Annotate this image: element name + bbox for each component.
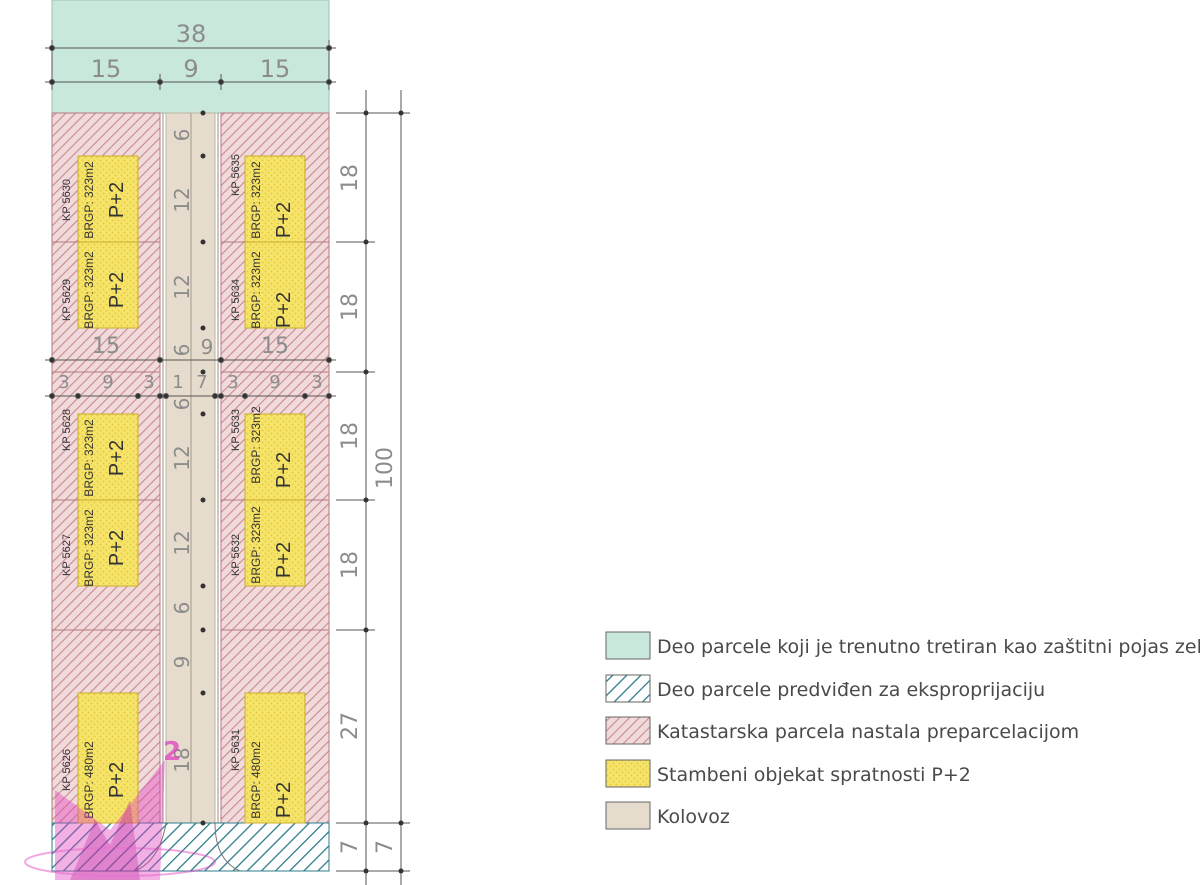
watermark-logo: 2 <box>24 737 216 880</box>
brgp-label: BRGP: 323m2 <box>249 506 263 584</box>
dim-mid-right-9: 9 <box>269 372 280 393</box>
building-left-2 <box>77 241 139 329</box>
floors-label: P+2 <box>106 530 128 566</box>
dim-right-6: 7 <box>338 840 363 854</box>
road-curve <box>214 822 241 872</box>
brgp-label: BRGP: 323m2 <box>82 251 96 329</box>
floors-label: P+2 <box>273 292 295 328</box>
brgp-label: BRGP: 323m2 <box>249 161 263 239</box>
brgp-label: BRGP: 323m2 <box>82 509 96 587</box>
building-right-5 <box>244 692 306 824</box>
building-left-4 <box>77 499 139 587</box>
floors-label: P+2 <box>106 440 128 476</box>
floors-label: P+2 <box>273 542 295 578</box>
road-dim-10: 9 <box>170 656 194 669</box>
kp-label: KP 5632 <box>230 534 242 576</box>
road-dim-3: 12 <box>170 274 194 299</box>
mid-dimensions <box>45 357 336 399</box>
legend-label-building: Stambeni objekat spratnosti P+2 <box>657 764 971 786</box>
dim-top-right: 15 <box>260 55 291 83</box>
legend-swatch-cadastral <box>605 716 651 745</box>
dim-mid-left-3a: 3 <box>58 372 69 393</box>
building-right-3 <box>244 413 306 501</box>
road-dim-9: 6 <box>170 602 194 615</box>
dim-right-3: 18 <box>338 422 363 450</box>
legend-swatch-building <box>605 759 651 788</box>
floors-label: P+2 <box>273 202 295 238</box>
dim-mid-center-7: 7 <box>196 372 207 393</box>
legend-swatch-green <box>605 631 651 660</box>
dim-mid-right-3a: 3 <box>227 372 238 393</box>
dim-mid-left-3b: 3 <box>143 372 154 393</box>
building-right-2 <box>244 241 306 329</box>
brgp-label: BRGP: 323m2 <box>82 419 96 497</box>
dim-mid-left-15: 15 <box>92 334 120 359</box>
dim-mid-right-3b: 3 <box>311 372 322 393</box>
legend-label-cadastral: Katastarska parcela nastala preparcelaci… <box>657 721 1079 743</box>
legend-label-road: Kolovoz <box>657 806 730 828</box>
road-dim-5: 9 <box>201 335 214 359</box>
floors-label: P+2 <box>106 182 128 218</box>
dim-top-middle: 9 <box>183 55 198 83</box>
brgp-label: BRGP: 480m2 <box>249 741 263 819</box>
dim-right-2: 18 <box>338 293 363 321</box>
floors-label: P+2 <box>273 782 295 818</box>
brgp-label: BRGP: 323m2 <box>249 251 263 329</box>
buildings <box>77 155 306 824</box>
road-dim-8: 12 <box>170 530 194 555</box>
top-dimensions <box>45 40 336 90</box>
road-dim-11: 18 <box>170 747 194 772</box>
floors-label: P+2 <box>106 272 128 308</box>
kp-label: KP 5628 <box>61 409 73 451</box>
floors-label: P+2 <box>273 452 295 488</box>
road-dim-1: 6 <box>170 129 194 142</box>
kp-label: KP 5631 <box>230 729 242 771</box>
brgp-label: BRGP: 323m2 <box>82 161 96 239</box>
building-left-1 <box>77 155 139 243</box>
green-zone <box>51 0 330 114</box>
kp-label: KP 5635 <box>230 154 242 196</box>
kp-label: KP 5634 <box>230 279 242 321</box>
road-dim-6: 6 <box>170 398 194 411</box>
dim-right-total: 100 <box>373 447 398 489</box>
dim-mid-right-15: 15 <box>261 334 289 359</box>
parcel-labels-right: KP 5635 BRGP: 323m2 P+2 KP 5634 BRGP: 32… <box>230 154 295 819</box>
dim-right-5: 27 <box>338 712 363 740</box>
right-dim-ticks <box>363 110 404 874</box>
dim-right-1: 18 <box>338 164 363 192</box>
road-dim-2: 12 <box>170 187 194 212</box>
expropriation-band <box>51 822 330 872</box>
brgp-label: BRGP: 480m2 <box>82 741 96 819</box>
road-curve-left <box>134 822 167 872</box>
legend: Deo parcele koji je trenutno tretiran ka… <box>605 631 1200 830</box>
building-right-4 <box>244 499 306 587</box>
legend-swatch-road <box>605 801 651 830</box>
dim-top-left: 15 <box>91 55 122 83</box>
floors-label: P+2 <box>106 762 128 798</box>
brgp-label: BRGP: 323m2 <box>249 406 263 484</box>
kp-label: KP 5627 <box>61 534 73 576</box>
right-dimensions <box>336 90 410 885</box>
dim-top-total: 38 <box>176 20 207 48</box>
legend-label-green: Deo parcele koji je trenutno tretiran ka… <box>657 636 1200 658</box>
dim-right-4: 18 <box>338 551 363 579</box>
watermark-number: 2 <box>163 737 181 767</box>
building-left-3 <box>77 413 139 501</box>
parcel-labels-left: KP 5630 BRGP: 323m2 P+2 KP 5629 BRGP: 32… <box>61 161 128 819</box>
building-left-5 <box>77 692 139 824</box>
legend-label-expropriation: Deo parcele predviđen za eksproprijaciju <box>657 679 1045 701</box>
dim-mid-center-1: 1 <box>172 372 183 393</box>
road-dim-7: 12 <box>170 445 194 470</box>
road-dim-4: 6 <box>170 344 194 357</box>
kp-label: KP 5630 <box>61 179 73 221</box>
dim-right-total-bottom: 7 <box>373 840 398 854</box>
dim-mid-left-9: 9 <box>102 372 113 393</box>
road-dim-ticks <box>200 110 206 826</box>
kp-label: KP 5633 <box>230 409 242 451</box>
kp-label: KP 5629 <box>61 279 73 321</box>
kp-label: KP 5626 <box>61 749 73 791</box>
legend-swatch-expropriation <box>605 674 651 703</box>
